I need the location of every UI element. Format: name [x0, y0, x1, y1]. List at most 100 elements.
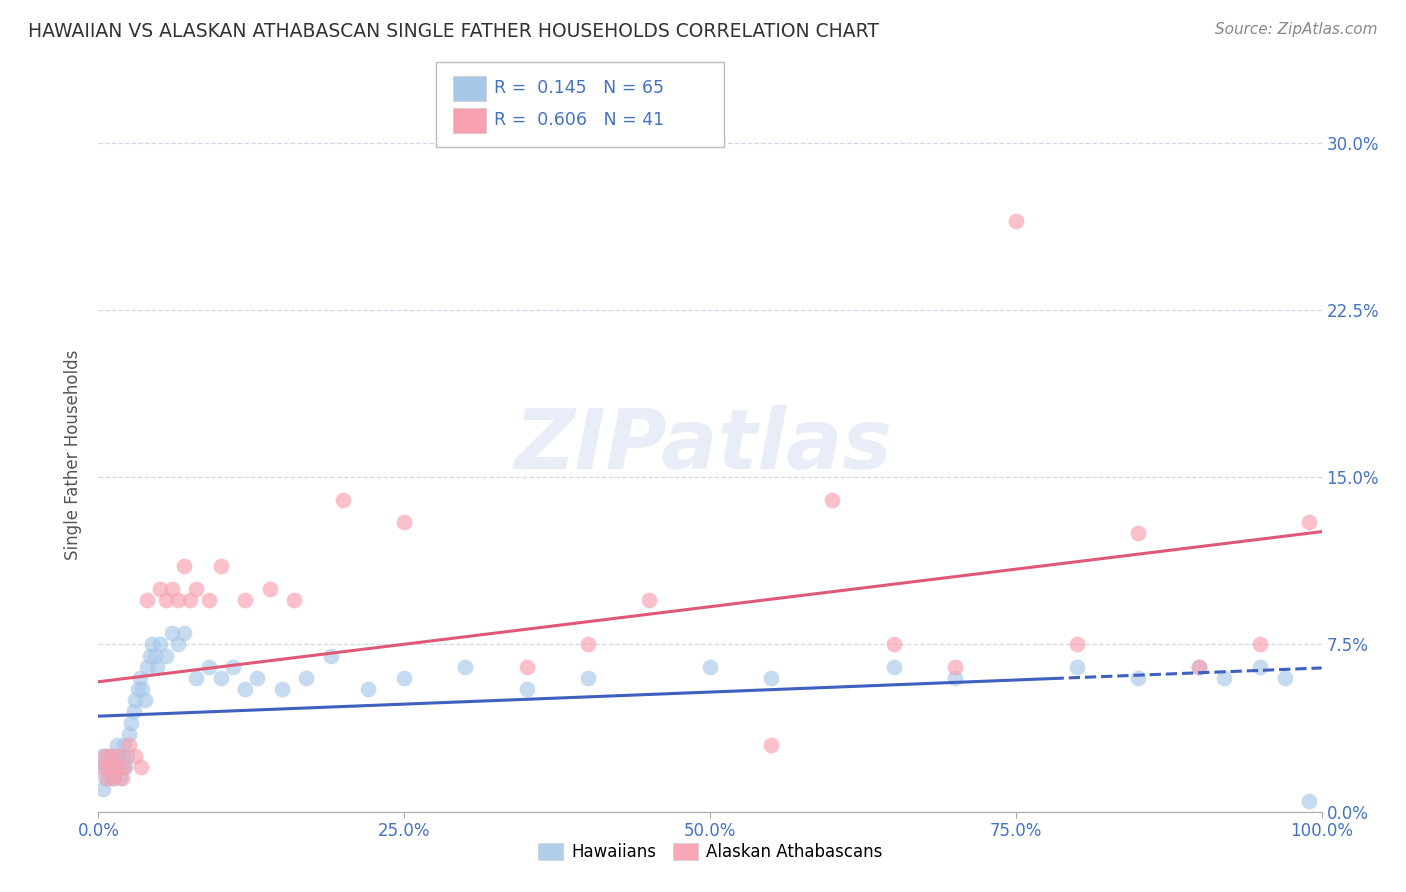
Point: [883, 660, 905, 674]
Point: [1274, 671, 1296, 685]
Point: [332, 492, 354, 507]
Point: [173, 626, 195, 640]
Point: [124, 749, 146, 764]
Point: [699, 660, 721, 674]
Point: [821, 492, 844, 507]
Point: [233, 592, 256, 607]
Point: [127, 681, 149, 696]
Point: [111, 760, 134, 774]
Point: [101, 760, 124, 774]
Point: [118, 738, 141, 752]
Point: [246, 671, 269, 685]
Point: [105, 760, 128, 774]
Point: [1212, 671, 1234, 685]
Point: [1066, 660, 1088, 674]
Point: [270, 681, 294, 696]
Point: [93, 771, 115, 786]
Point: [197, 660, 219, 674]
Text: HAWAIIAN VS ALASKAN ATHABASCAN SINGLE FATHER HOUSEHOLDS CORRELATION CHART: HAWAIIAN VS ALASKAN ATHABASCAN SINGLE FA…: [28, 22, 879, 41]
Point: [108, 749, 131, 764]
Point: [167, 637, 190, 651]
Point: [111, 771, 134, 786]
Point: [209, 671, 232, 685]
Point: [96, 749, 118, 764]
Point: [108, 749, 131, 764]
Point: [1249, 637, 1271, 651]
Point: [392, 515, 416, 529]
Point: [93, 749, 115, 764]
Text: ZIPatlas: ZIPatlas: [515, 406, 891, 486]
Point: [98, 760, 121, 774]
Point: [167, 592, 190, 607]
Point: [90, 760, 112, 774]
Point: [454, 660, 477, 674]
Point: [136, 660, 159, 674]
Point: [1298, 794, 1320, 808]
Point: [186, 671, 208, 685]
Point: [91, 749, 114, 764]
Text: R =  0.145   N = 65: R = 0.145 N = 65: [494, 79, 664, 97]
Point: [576, 671, 599, 685]
Point: [136, 592, 159, 607]
Point: [91, 782, 114, 797]
Point: [107, 760, 129, 774]
Point: [515, 660, 537, 674]
Point: [105, 738, 128, 752]
Point: [141, 637, 163, 651]
Point: [149, 582, 172, 596]
Point: [1298, 515, 1320, 529]
Point: [761, 738, 783, 752]
Point: [94, 760, 117, 774]
Point: [883, 637, 905, 651]
Point: [103, 760, 125, 774]
Point: [143, 648, 166, 663]
Point: [160, 582, 183, 596]
Point: [761, 671, 783, 685]
Point: [115, 749, 138, 764]
Point: [1188, 660, 1211, 674]
Point: [222, 660, 245, 674]
Point: [392, 671, 416, 685]
Point: [134, 693, 156, 707]
Point: [356, 681, 378, 696]
Point: [515, 681, 537, 696]
Point: [114, 760, 136, 774]
Point: [1128, 671, 1150, 685]
Point: [97, 760, 120, 774]
Point: [120, 715, 142, 730]
Point: [139, 648, 162, 663]
Point: [118, 726, 141, 740]
Point: [1249, 660, 1271, 674]
Point: [186, 582, 208, 596]
Y-axis label: Single Father Households: Single Father Households: [65, 350, 83, 560]
Point: [179, 592, 201, 607]
Point: [131, 681, 153, 696]
Point: [149, 637, 172, 651]
Point: [100, 749, 122, 764]
Point: [122, 705, 145, 719]
Point: [155, 592, 177, 607]
Point: [103, 771, 125, 786]
Point: [101, 749, 124, 764]
Point: [295, 671, 318, 685]
Point: [91, 760, 114, 774]
Text: R =  0.606   N = 41: R = 0.606 N = 41: [494, 112, 664, 129]
Point: [1004, 213, 1026, 227]
Point: [943, 660, 966, 674]
Point: [129, 671, 152, 685]
Point: [576, 637, 599, 651]
Point: [259, 582, 281, 596]
Point: [160, 626, 183, 640]
Point: [146, 660, 169, 674]
Text: Source: ZipAtlas.com: Source: ZipAtlas.com: [1215, 22, 1378, 37]
Point: [1188, 660, 1211, 674]
Point: [112, 760, 135, 774]
Point: [101, 771, 124, 786]
Point: [155, 648, 177, 663]
Point: [173, 559, 195, 574]
Point: [104, 749, 127, 764]
Point: [129, 760, 152, 774]
Point: [319, 648, 342, 663]
Point: [98, 771, 121, 786]
Point: [96, 771, 118, 786]
